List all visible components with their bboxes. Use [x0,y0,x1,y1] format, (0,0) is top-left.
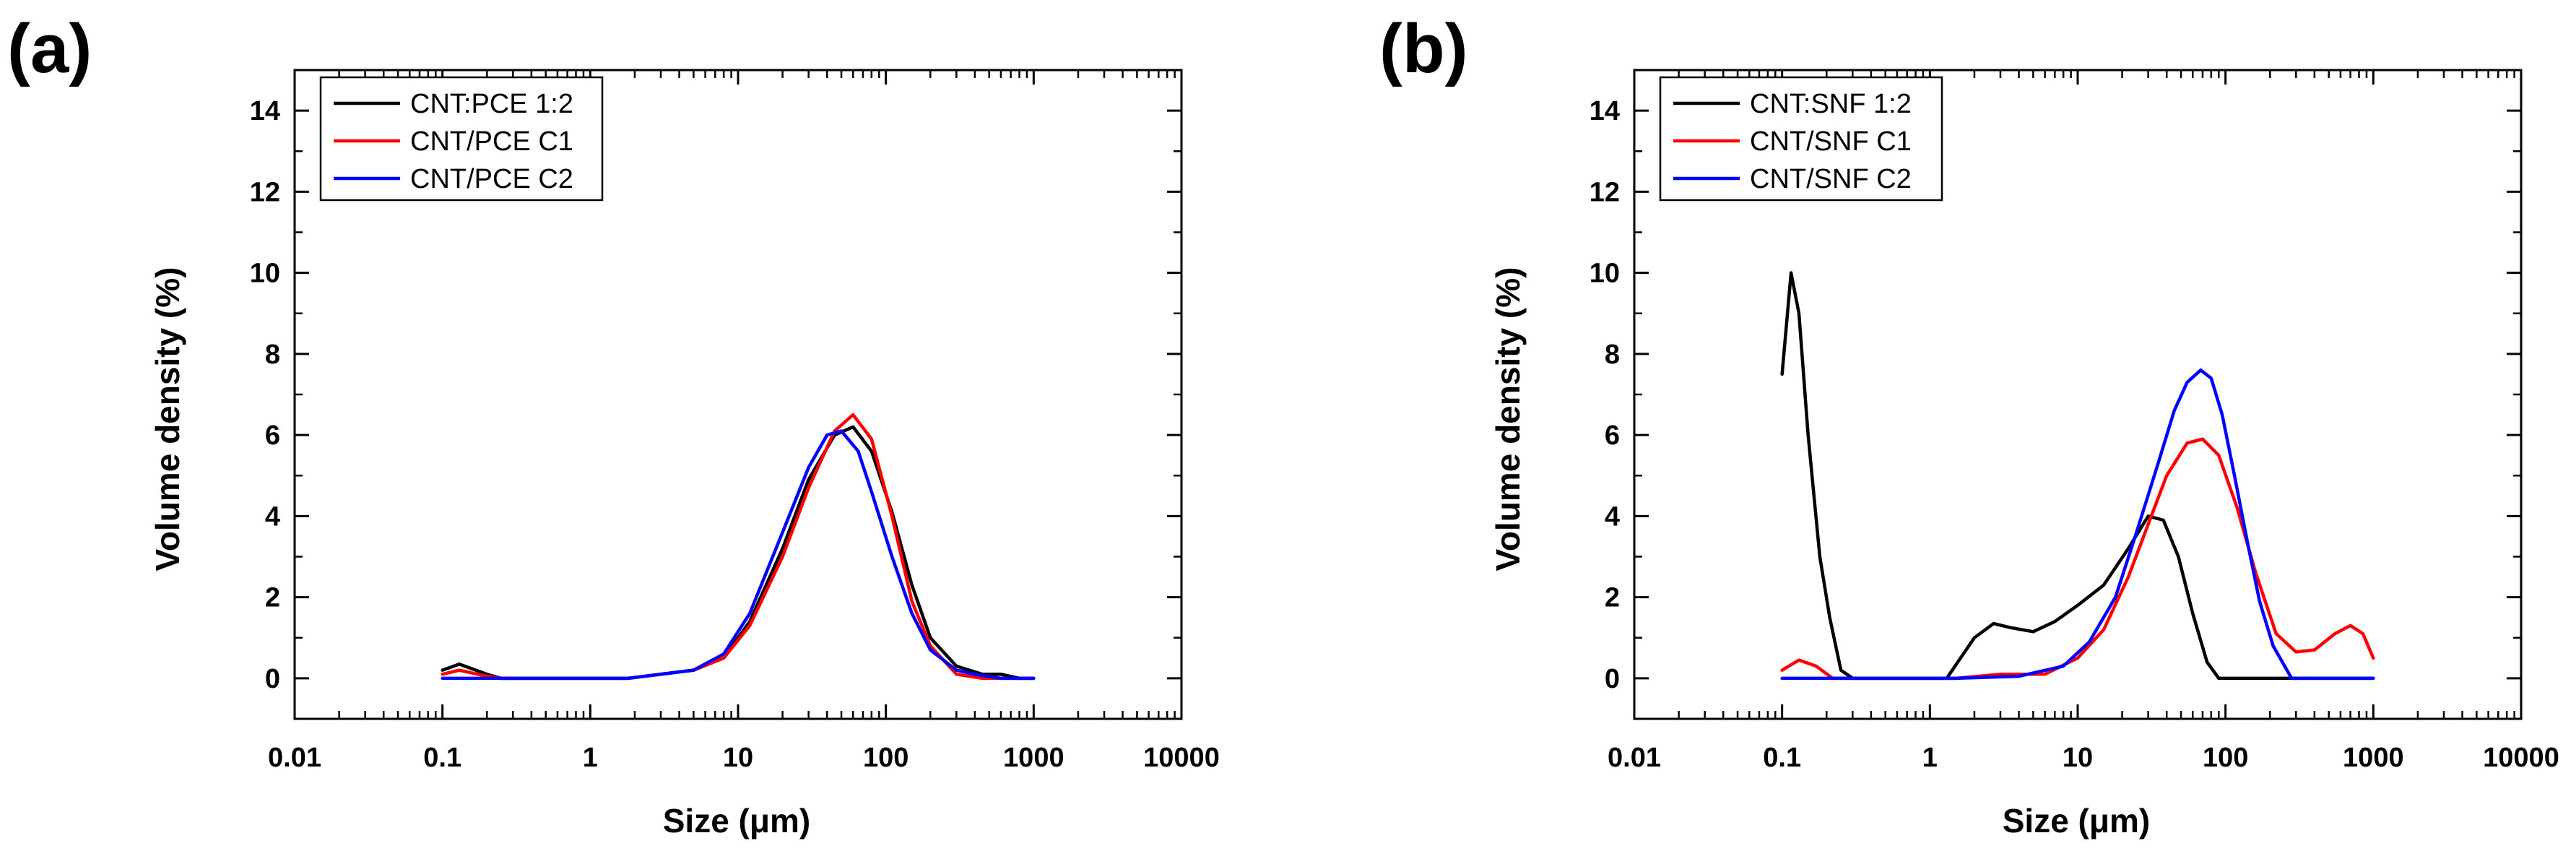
series-line-2 [441,413,1036,681]
y-tick-label: 12 [1590,177,1620,207]
x-tick-label: 10 [2063,743,2093,773]
x-tick-label: 100 [863,743,908,773]
legend-label: CNT:SNF 1:2 [1750,89,1912,119]
x-tick-label: 1000 [1003,743,1064,773]
x-tick-label: 1 [1922,743,1938,773]
x-tick-label: 0.01 [1608,743,1661,773]
panel-label: (b) [1379,10,1468,87]
x-tick-label: 1000 [2343,743,2404,773]
y-tick-label: 6 [1605,420,1620,451]
x-tick-label: 0.1 [1763,743,1801,773]
panel-b: (b) 0.01 0.1 1 10 100 1000 10000 0 2 4 6 8 10 12 14 CNT… [1379,10,2559,839]
y-tick-label: 2 [265,583,280,613]
y-tick-label: 10 [250,259,280,289]
x-axis-title: Size (μm) [663,802,811,839]
series-line-2 [1780,437,2375,681]
legend-label: CNT:PCE 1:2 [410,89,573,119]
y-tick-label: 0 [265,664,280,694]
legend-label: CNT/PCE C2 [410,164,573,194]
y-tick-label: 14 [250,96,280,126]
y-tick-label: 12 [250,177,280,207]
panel-label: (a) [7,10,92,87]
x-tick-label: 0.1 [423,743,461,773]
y-axis-title: Volume density (%) [149,267,186,571]
y-tick-label: 8 [265,340,280,370]
y-tick-label: 8 [1605,340,1620,370]
y-tick-label: 10 [1590,259,1620,289]
series-line-3 [441,429,1036,681]
legend-label: CNT/SNF C2 [1750,164,1912,194]
x-tick-label: 1 [583,743,598,773]
series-line-1 [1780,271,2375,681]
legend-label: CNT/SNF C1 [1750,126,1912,157]
y-tick-label: 0 [1605,664,1620,694]
y-axis-title: Volume density (%) [1489,267,1527,571]
legend-label: CNT/PCE C1 [410,126,573,157]
y-tick-label: 2 [1605,583,1620,613]
y-tick-label: 4 [265,501,280,532]
x-tick-label: 10 [723,743,753,773]
x-axis-title: Size (μm) [2003,802,2151,839]
x-tick-label: 100 [2203,743,2248,773]
x-tick-label: 10000 [2483,743,2559,773]
y-tick-label: 6 [265,420,280,451]
y-tick-label: 4 [1605,501,1620,532]
x-tick-label: 10000 [1143,743,1220,773]
x-tick-label: 0.01 [268,743,321,773]
y-tick-label: 14 [1590,96,1620,126]
panel-a: (a) 0.01 0.1 1 10 100 1000 10000 0 2 4 6 8 10 12 14 CNT… [7,10,1220,839]
series-line-3 [1780,368,2375,681]
